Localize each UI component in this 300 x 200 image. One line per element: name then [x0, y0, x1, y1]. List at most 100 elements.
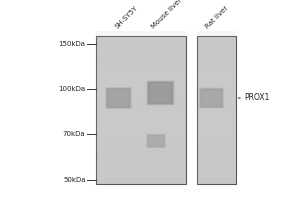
- Bar: [196, 36, 236, 184]
- Bar: [96, 97, 186, 102]
- FancyBboxPatch shape: [147, 134, 165, 148]
- Bar: [96, 92, 186, 97]
- Bar: [96, 36, 186, 41]
- Bar: [96, 103, 186, 107]
- Bar: [196, 118, 236, 123]
- FancyBboxPatch shape: [108, 89, 129, 107]
- FancyBboxPatch shape: [149, 136, 163, 146]
- Bar: [96, 118, 186, 123]
- Bar: [96, 179, 186, 184]
- FancyBboxPatch shape: [107, 88, 130, 108]
- Text: SH-SY5Y: SH-SY5Y: [114, 5, 139, 30]
- Bar: [196, 133, 236, 138]
- FancyBboxPatch shape: [108, 89, 129, 107]
- Bar: [196, 179, 236, 184]
- FancyBboxPatch shape: [200, 88, 223, 108]
- Bar: [196, 46, 236, 51]
- Text: PROX1: PROX1: [244, 94, 270, 102]
- FancyBboxPatch shape: [148, 82, 172, 104]
- Bar: [96, 154, 186, 158]
- Bar: [96, 113, 186, 118]
- Text: 150kDa: 150kDa: [58, 41, 85, 47]
- FancyBboxPatch shape: [149, 83, 172, 103]
- FancyBboxPatch shape: [147, 81, 174, 105]
- Bar: [96, 62, 186, 67]
- Bar: [196, 36, 236, 41]
- Text: Rat liver: Rat liver: [204, 5, 229, 30]
- FancyBboxPatch shape: [106, 87, 131, 109]
- Bar: [196, 148, 236, 153]
- Bar: [96, 57, 186, 62]
- FancyBboxPatch shape: [201, 89, 222, 107]
- Bar: [196, 103, 236, 107]
- Bar: [196, 159, 236, 164]
- Bar: [196, 164, 236, 169]
- Bar: [96, 138, 186, 143]
- Bar: [96, 82, 186, 87]
- FancyBboxPatch shape: [109, 90, 128, 106]
- Text: 100kDa: 100kDa: [58, 86, 85, 92]
- FancyBboxPatch shape: [201, 89, 222, 107]
- FancyBboxPatch shape: [106, 88, 131, 108]
- FancyBboxPatch shape: [148, 135, 164, 147]
- Text: Mouse liver: Mouse liver: [150, 0, 183, 30]
- Bar: [96, 36, 186, 184]
- Bar: [96, 108, 186, 113]
- Bar: [196, 72, 236, 77]
- FancyBboxPatch shape: [146, 134, 166, 148]
- FancyBboxPatch shape: [148, 82, 173, 104]
- FancyBboxPatch shape: [105, 87, 132, 109]
- FancyBboxPatch shape: [199, 88, 224, 108]
- Bar: [96, 41, 186, 46]
- Bar: [196, 67, 236, 72]
- Bar: [196, 77, 236, 82]
- Bar: [196, 174, 236, 179]
- FancyBboxPatch shape: [199, 88, 224, 108]
- FancyBboxPatch shape: [147, 135, 165, 147]
- Bar: [96, 164, 186, 169]
- Bar: [196, 87, 236, 92]
- Bar: [96, 128, 186, 133]
- Bar: [196, 31, 236, 36]
- Bar: [96, 51, 186, 56]
- Bar: [196, 123, 236, 128]
- Bar: [96, 77, 186, 82]
- Bar: [96, 148, 186, 153]
- Bar: [196, 128, 236, 133]
- Bar: [196, 97, 236, 102]
- Bar: [96, 174, 186, 179]
- FancyBboxPatch shape: [147, 134, 165, 148]
- Bar: [96, 31, 186, 36]
- FancyBboxPatch shape: [202, 90, 221, 106]
- FancyBboxPatch shape: [200, 89, 223, 107]
- Bar: [96, 123, 186, 128]
- Bar: [96, 143, 186, 148]
- Bar: [96, 169, 186, 174]
- Bar: [196, 113, 236, 118]
- Bar: [196, 169, 236, 174]
- FancyBboxPatch shape: [202, 90, 221, 106]
- Bar: [196, 57, 236, 62]
- Bar: [96, 159, 186, 164]
- FancyBboxPatch shape: [149, 83, 172, 103]
- Bar: [196, 51, 236, 56]
- FancyBboxPatch shape: [150, 83, 171, 103]
- Bar: [96, 87, 186, 92]
- Bar: [196, 41, 236, 46]
- Bar: [196, 143, 236, 148]
- Bar: [196, 154, 236, 158]
- Bar: [96, 67, 186, 72]
- Bar: [96, 133, 186, 138]
- Bar: [196, 108, 236, 113]
- Text: 70kDa: 70kDa: [63, 131, 86, 137]
- Text: 50kDa: 50kDa: [63, 177, 86, 183]
- Bar: [96, 46, 186, 51]
- FancyBboxPatch shape: [106, 88, 130, 108]
- FancyBboxPatch shape: [148, 135, 164, 147]
- Bar: [196, 92, 236, 97]
- FancyBboxPatch shape: [146, 80, 175, 106]
- Bar: [196, 138, 236, 143]
- FancyBboxPatch shape: [147, 81, 174, 105]
- FancyBboxPatch shape: [148, 135, 164, 147]
- Bar: [96, 72, 186, 77]
